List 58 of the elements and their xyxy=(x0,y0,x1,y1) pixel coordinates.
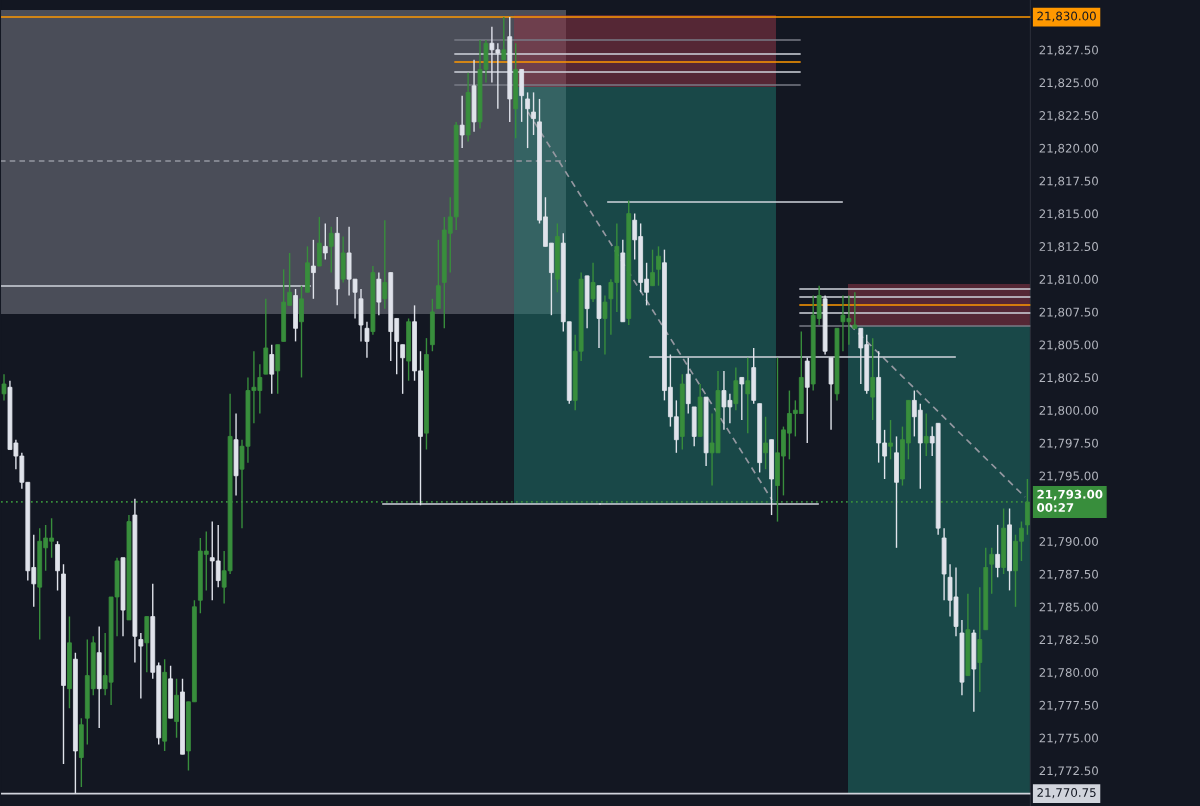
candlestick xyxy=(1,373,7,402)
y-tick-label: 21,802.50 xyxy=(1039,373,1099,384)
candlestick xyxy=(733,366,739,411)
y-tick-label: 21,807.50 xyxy=(1039,307,1099,318)
candlestick xyxy=(650,248,655,287)
y-tick-label: 21,785.00 xyxy=(1039,602,1099,613)
candlestick xyxy=(745,357,751,434)
candlestick xyxy=(989,547,995,595)
y-tick-label: 21,777.50 xyxy=(1039,700,1099,711)
candlestick xyxy=(376,271,382,316)
candlestick xyxy=(269,343,275,395)
candlestick xyxy=(299,285,304,379)
candlestick xyxy=(322,222,328,261)
candlestick xyxy=(525,91,530,149)
y-tick-label: 21,797.50 xyxy=(1039,438,1099,449)
y-tick-label: 21,812.50 xyxy=(1039,242,1099,253)
candlestick xyxy=(739,376,745,421)
ref-line-label: 21,770.75 xyxy=(1037,788,1096,799)
y-tick-label: 21,790.00 xyxy=(1039,536,1099,548)
y-tick-label: 21,772.50 xyxy=(1039,766,1099,777)
candlestick xyxy=(316,216,322,267)
candlestick xyxy=(364,321,370,359)
ref-line-label: 21,793.00 00:27 xyxy=(1037,489,1103,512)
candlestick xyxy=(923,412,929,457)
candlestick xyxy=(400,343,406,395)
y-tick-label: 21,780.00 xyxy=(1039,668,1099,679)
candlestick xyxy=(311,239,316,300)
y-tick-label: 21,825.00 xyxy=(1039,78,1099,89)
candlestick xyxy=(656,245,661,287)
y-tick-label: 21,775.00 xyxy=(1039,733,1099,744)
candlestick xyxy=(590,262,596,303)
y-tick-label: 21,820.00 xyxy=(1039,143,1099,154)
candlestick xyxy=(459,94,465,149)
candlestick xyxy=(602,294,608,356)
y-tick-label: 21,800.00 xyxy=(1039,405,1099,417)
y-tick-label: 21,782.50 xyxy=(1039,635,1099,646)
candlestick xyxy=(888,419,893,461)
candlestick xyxy=(977,586,983,693)
y-tick-label: 21,827.50 xyxy=(1039,45,1099,56)
y-tick-label: 21,817.50 xyxy=(1039,176,1099,187)
candlestick xyxy=(138,632,144,700)
y-tick-label: 21,815.00 xyxy=(1039,209,1099,220)
y-tick-label: 21,805.00 xyxy=(1039,340,1099,351)
candlestick xyxy=(501,16,507,61)
ref-line-label: 21,830.00 xyxy=(1037,11,1096,22)
candlestick xyxy=(763,416,768,470)
y-tick-label: 21,822.50 xyxy=(1039,111,1099,122)
y-tick-label: 21,795.00 xyxy=(1039,471,1099,482)
candlestick xyxy=(435,239,441,310)
candlestick xyxy=(852,291,858,329)
candlestick xyxy=(531,91,536,136)
y-tick-label: 21,787.50 xyxy=(1039,569,1099,580)
candlestick xyxy=(382,219,388,310)
candlestick xyxy=(328,226,334,274)
candlestick xyxy=(870,337,876,421)
candlestick xyxy=(995,524,1001,579)
candlestick xyxy=(1025,478,1030,536)
y-tick-label: 21,810.00 xyxy=(1039,274,1099,286)
